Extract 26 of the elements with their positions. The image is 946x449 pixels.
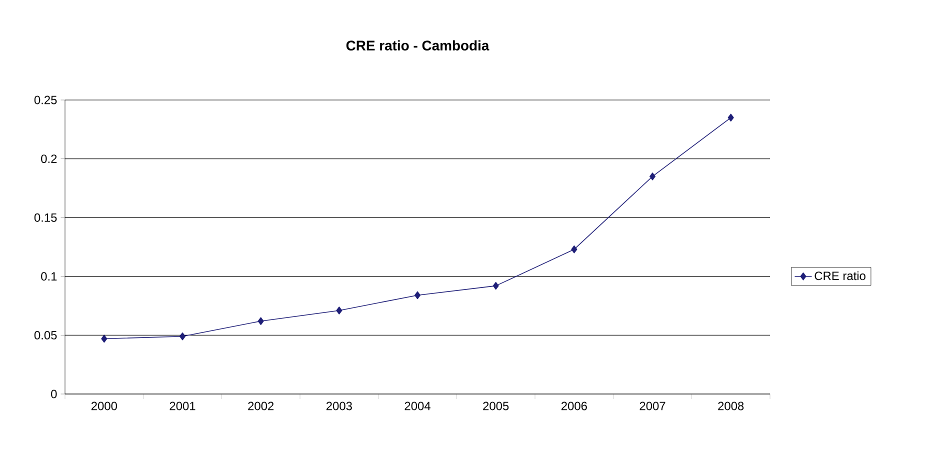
x-tick-label: 2004 <box>404 402 430 410</box>
point <box>571 245 578 254</box>
x-tick-label: 2002 <box>248 402 274 410</box>
x-tick-label: 2001 <box>170 402 196 410</box>
y-tick-label: 0.2 <box>41 154 57 164</box>
y-tick-label: 0.15 <box>34 213 57 222</box>
y-tick-label: 0 <box>51 390 57 398</box>
x-tick-label: 2003 <box>326 402 352 410</box>
point <box>414 291 421 300</box>
point <box>649 172 656 180</box>
x-tick-label: 2005 <box>483 402 509 410</box>
point <box>728 114 734 122</box>
point <box>336 306 342 314</box>
chart-title: CRE ratio - Cambodia <box>346 40 490 51</box>
x-tick-label: 2000 <box>91 402 117 410</box>
x-tick-label: 2006 <box>561 402 587 410</box>
y-tick-label: 0.05 <box>34 330 57 340</box>
x-tick-label: 2007 <box>640 402 666 410</box>
point <box>492 282 499 290</box>
legend-label: CRE ratio <box>814 271 866 280</box>
point <box>179 332 186 340</box>
x-tick-label: 2008 <box>718 402 744 410</box>
y-tick-label: 0.1 <box>41 272 57 281</box>
point <box>101 334 108 343</box>
y-tick-label: 0.25 <box>34 96 57 104</box>
point <box>258 317 264 325</box>
